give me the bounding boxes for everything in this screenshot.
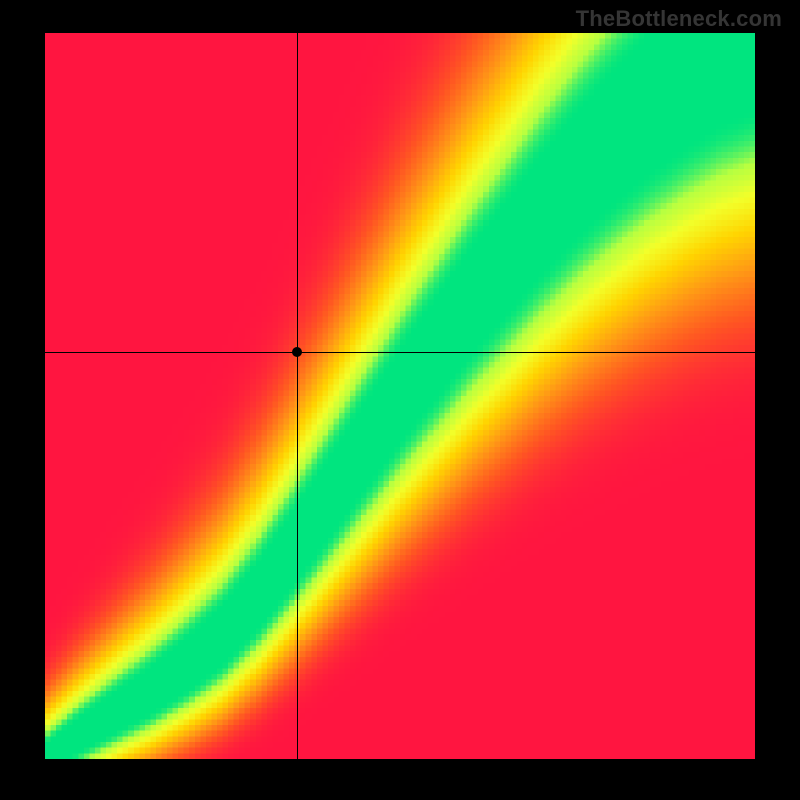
crosshair-marker[interactable] bbox=[292, 347, 302, 357]
plot-area bbox=[45, 33, 755, 759]
crosshair-vertical bbox=[297, 33, 298, 759]
heatmap-canvas bbox=[45, 33, 755, 759]
crosshair-horizontal bbox=[45, 352, 755, 353]
watermark-text: TheBottleneck.com bbox=[576, 6, 782, 32]
